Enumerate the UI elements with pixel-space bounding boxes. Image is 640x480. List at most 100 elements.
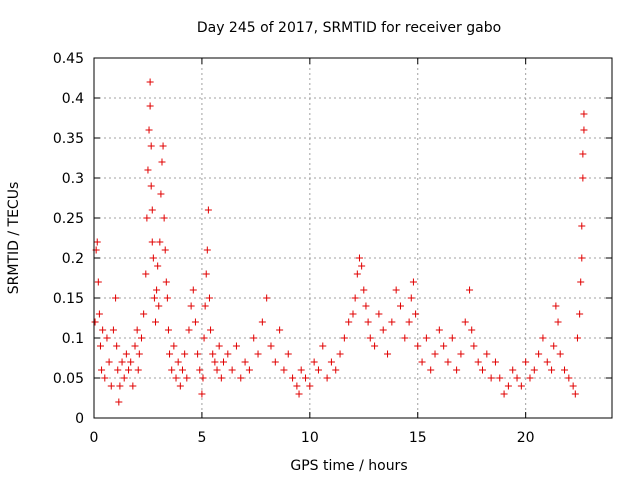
data-point — [289, 374, 297, 382]
data-point — [127, 358, 135, 366]
data-point — [115, 398, 123, 406]
data-point — [211, 358, 219, 366]
data-point — [187, 302, 195, 310]
y-tick-label: 0.35 — [53, 131, 84, 147]
data-point — [474, 358, 482, 366]
data-point — [163, 294, 171, 302]
data-point — [349, 310, 357, 318]
data-point — [137, 334, 145, 342]
x-axis-label: GPS time / hours — [290, 458, 407, 474]
data-point — [280, 366, 288, 374]
data-point — [160, 214, 168, 222]
data-point — [448, 334, 456, 342]
data-point — [153, 286, 161, 294]
data-point — [172, 374, 180, 382]
data-point — [201, 302, 209, 310]
data-point — [143, 214, 151, 222]
data-point — [353, 270, 361, 278]
data-point — [118, 358, 126, 366]
data-point — [150, 294, 158, 302]
data-point — [276, 326, 284, 334]
data-point — [263, 294, 271, 302]
data-point — [120, 374, 128, 382]
data-point — [375, 310, 383, 318]
data-point — [522, 358, 530, 366]
data-point — [310, 358, 318, 366]
data-point — [470, 342, 478, 350]
data-point — [116, 382, 124, 390]
data-point — [198, 390, 206, 398]
data-point — [323, 374, 331, 382]
data-point — [99, 326, 107, 334]
data-point — [401, 334, 409, 342]
y-tick-label: 0.05 — [53, 371, 84, 387]
data-point — [440, 342, 448, 350]
data-point — [295, 390, 303, 398]
data-point — [384, 350, 392, 358]
data-point — [543, 358, 551, 366]
y-tick-labels: 0 0.05 0.1 0.15 0.2 0.25 0.3 0.35 0.4 0.45 — [53, 51, 84, 427]
data-point — [215, 342, 223, 350]
data-point — [133, 326, 141, 334]
data-point — [336, 350, 344, 358]
data-point — [245, 366, 253, 374]
data-point — [579, 174, 587, 182]
data-point — [209, 350, 217, 358]
data-point — [271, 358, 279, 366]
data-point — [578, 222, 586, 230]
data-point — [145, 126, 153, 134]
data-point — [168, 366, 176, 374]
y-tick-label: 0.3 — [62, 171, 84, 187]
data-point — [573, 334, 581, 342]
data-point — [134, 366, 142, 374]
data-point — [571, 390, 579, 398]
data-point — [388, 318, 396, 326]
data-point — [483, 350, 491, 358]
data-point — [149, 254, 157, 262]
data-point — [355, 254, 363, 262]
data-point — [569, 382, 577, 390]
x-tick-label: 15 — [409, 430, 427, 446]
data-point — [157, 190, 165, 198]
data-point — [146, 102, 154, 110]
data-point — [422, 334, 430, 342]
data-point — [147, 182, 155, 190]
data-point — [147, 142, 155, 150]
data-point — [431, 350, 439, 358]
x-tick-label: 0 — [90, 430, 99, 446]
data-point — [142, 270, 150, 278]
data-point — [107, 382, 115, 390]
data-point — [101, 374, 109, 382]
data-point — [409, 278, 417, 286]
data-point — [148, 238, 156, 246]
data-point — [371, 342, 379, 350]
plot-frame — [93, 57, 613, 419]
data-point — [250, 334, 258, 342]
data-point — [122, 350, 130, 358]
data-point — [302, 374, 310, 382]
data-point — [232, 342, 240, 350]
data-point — [267, 342, 275, 350]
data-point — [131, 342, 139, 350]
data-point — [579, 150, 587, 158]
data-point — [487, 374, 495, 382]
data-point — [418, 358, 426, 366]
data-point — [258, 318, 266, 326]
y-tick-label: 0.15 — [53, 291, 84, 307]
data-point — [159, 142, 167, 150]
grid — [94, 58, 612, 418]
data-point — [207, 326, 215, 334]
data-point — [466, 286, 474, 294]
data-point — [576, 310, 584, 318]
data-point — [199, 374, 207, 382]
data-point — [109, 326, 117, 334]
data-point — [314, 366, 322, 374]
data-point — [412, 310, 420, 318]
data-point — [351, 294, 359, 302]
data-point — [98, 366, 106, 374]
data-point — [125, 366, 133, 374]
data-point — [213, 366, 221, 374]
data-point — [405, 318, 413, 326]
data-point — [205, 294, 213, 302]
